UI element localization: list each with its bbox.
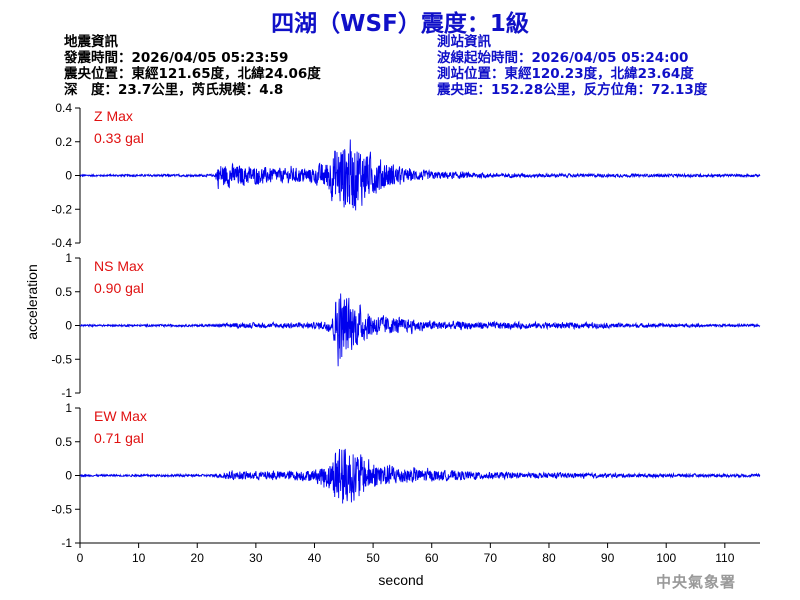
watermark-text: 中央氣象署 (656, 573, 737, 591)
x-tick-label: 70 (484, 551, 498, 565)
y-tick-label-ns: -0.5 (51, 352, 72, 366)
y-tick-label-ew: 0.5 (55, 435, 72, 449)
y-tick-label-ns: 1 (65, 251, 72, 265)
y-tick-label-ew: 1 (65, 401, 72, 415)
chart-title: 四湖（WSF）震度：1級 (271, 11, 529, 37)
x-tick-label: 60 (425, 551, 439, 565)
max-label-ns: NS Max (94, 258, 144, 274)
x-tick-label: 30 (249, 551, 263, 565)
station-info: 測站資訊 波線起始時間：2026/04/05 05:24:00 測站位置：東經1… (437, 34, 707, 98)
max-value-ew: 0.71 gal (94, 430, 144, 446)
quake-origin-time: 發震時間：2026/04/05 05:23:59 (64, 50, 289, 66)
y-axis-title: acceleration (24, 264, 40, 340)
wave-start-time: 波線起始時間：2026/04/05 05:24:00 (437, 50, 689, 66)
station-location: 測站位置：東經120.23度，北緯23.64度 (437, 66, 694, 82)
y-tick-label-z: 0 (65, 169, 72, 183)
quake-depth-magnitude: 深 度：23.7公里，芮氏規模：4.8 (64, 82, 284, 98)
x-tick-label: 90 (601, 551, 615, 565)
trace-z (79, 139, 761, 211)
y-tick-label-ns: 0 (65, 319, 72, 333)
quake-info-heading: 地震資訊 (64, 34, 118, 50)
y-tick-label-ew: -1 (61, 536, 72, 550)
y-tick-label-z: -0.4 (51, 236, 72, 250)
x-tick-label: 110 (715, 551, 734, 565)
max-label-ew: EW Max (94, 408, 147, 424)
trace-ew (79, 448, 761, 504)
quake-epicenter: 震央位置：東經121.65度，北緯24.06度 (64, 66, 321, 82)
y-tick-label-ns: -1 (61, 386, 72, 400)
x-tick-label: 40 (308, 551, 322, 565)
x-tick-label: 0 (77, 551, 84, 565)
x-tick-label: 100 (656, 551, 676, 565)
x-tick-label: 20 (191, 551, 205, 565)
x-tick-label: 10 (132, 551, 146, 565)
max-value-z: 0.33 gal (94, 130, 144, 146)
epicentral-distance: 震央距：152.28公里，反方位角：72.13度 (437, 82, 708, 98)
y-tick-label-ns: 0.5 (55, 285, 72, 299)
x-tick-label: 80 (542, 551, 556, 565)
y-tick-label-ew: 0 (65, 469, 72, 483)
quake-info: 地震資訊 發震時間：2026/04/05 05:23:59 震央位置：東經121… (64, 34, 321, 98)
max-label-z: Z Max (94, 108, 133, 124)
station-info-heading: 測站資訊 (437, 34, 491, 50)
trace-ns (79, 293, 761, 367)
x-tick-label: 50 (366, 551, 380, 565)
y-tick-label-ew: -0.5 (51, 502, 72, 516)
y-tick-label-z: 0.2 (55, 135, 72, 149)
max-value-ns: 0.90 gal (94, 280, 144, 296)
y-tick-label-z: -0.2 (51, 202, 72, 216)
x-axis-title: second (378, 572, 423, 588)
y-tick-label-z: 0.4 (55, 101, 72, 115)
